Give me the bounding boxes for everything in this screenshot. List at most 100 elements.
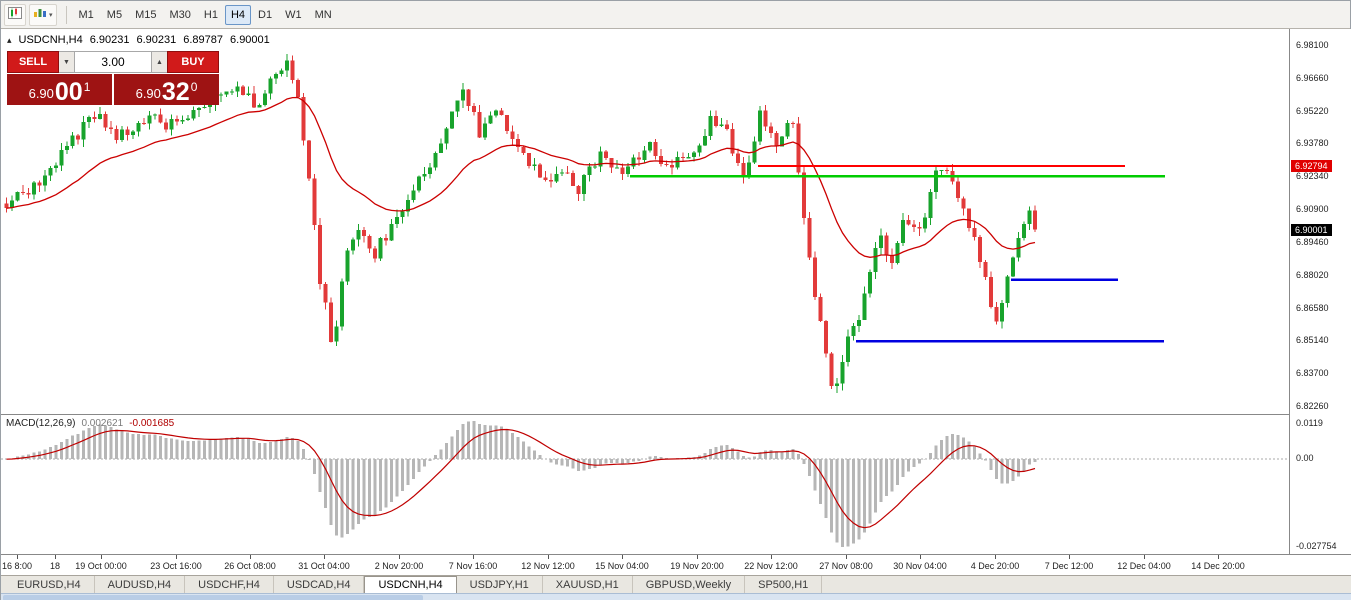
volume-down-icon: ▼	[63, 58, 70, 66]
line-price-marker: 6.92794	[1291, 159, 1332, 172]
chart-type-button[interactable]: ▾	[29, 3, 57, 26]
buy-button[interactable]: BUY	[167, 51, 219, 73]
buy-price-superscript: 0	[190, 80, 198, 94]
price-axis-label: 6.96660	[1296, 72, 1329, 83]
time-axis-tick	[548, 555, 549, 559]
time-axis-label: 12 Dec 04:00	[1117, 561, 1171, 571]
symbol-tab-audusd-h4[interactable]: AUDUSD,H4	[95, 576, 186, 593]
current-price-marker: 6.90001	[1291, 223, 1332, 236]
time-axis-tick	[920, 555, 921, 559]
price-axis-label: 6.92340	[1296, 171, 1329, 182]
timeframe-bar: M1 M5 M15 M30 H1 H4 D1 W1 MN	[73, 4, 339, 25]
macd-axis-min-label: -0.027754	[1296, 541, 1337, 551]
symbol-tab-usdcnh-h4[interactable]: USDCNH,H4	[364, 576, 457, 593]
sell-button[interactable]: SELL	[7, 51, 59, 73]
macd-indicator-label: MACD(12,26,9) 0.002621 -0.001685	[6, 418, 174, 429]
time-axis-label: 2 Nov 20:00	[374, 561, 424, 571]
time-axis-label: 27 Nov 08:00	[819, 561, 873, 571]
macd-chart[interactable]	[1, 414, 1289, 554]
time-axis-label: 7 Nov 16:00	[448, 561, 498, 571]
price-axis-label: 6.88020	[1296, 269, 1329, 280]
sell-price-superscript: 1	[83, 80, 91, 94]
time-axis-tick	[250, 555, 251, 559]
time-axis-label: 18	[49, 561, 61, 571]
time-axis-tick	[399, 555, 400, 559]
symbol-tab-gbpusd-weekly[interactable]: GBPUSD,Weekly	[633, 576, 746, 593]
time-axis-label: 15 Nov 04:00	[595, 561, 649, 571]
toolbar: ▾ M1 M5 M15 M30 H1 H4 D1 W1 MN	[1, 1, 1350, 29]
time-axis-tick	[771, 555, 772, 559]
time-axis-label: 12 Nov 12:00	[521, 561, 575, 571]
time-axis-tick	[101, 555, 102, 559]
price-axis[interactable]: 0.0119 0.00 -0.027754 6.98100 6.96660 6.95…	[1289, 29, 1351, 554]
symbol-tab-xauusd-h1[interactable]: XAUUSD,H1	[543, 576, 633, 593]
sell-price-main: 6.90	[28, 86, 54, 101]
time-axis-tick	[324, 555, 325, 559]
symbol-tab-usdcad-h4[interactable]: USDCAD,H4	[274, 576, 365, 593]
symbol-tab-eurusd-h4[interactable]: EURUSD,H4	[4, 576, 95, 593]
buy-price-pips: 32	[161, 78, 190, 106]
chart-region: ▴ USDCNH,H4 6.90231 6.90231 6.89787 6.90…	[1, 29, 1351, 575]
ohlc-header: ▴ USDCNH,H4 6.90231 6.90231 6.89787 6.90…	[7, 34, 270, 46]
timeframe-button-m30[interactable]: M30	[169, 8, 191, 21]
price-axis-label: 6.86580	[1296, 302, 1329, 313]
symbol-tab-usdjpy-h1[interactable]: USDJPY,H1	[457, 576, 543, 593]
price-axis-label: 6.89460	[1296, 236, 1329, 247]
timeframe-button-m5[interactable]: M5	[106, 8, 123, 21]
macd-axis-zero-label: 0.00	[1296, 453, 1314, 464]
symbol-tab-usdchf-h4[interactable]: USDCHF,H4	[185, 576, 274, 593]
macd-value: 0.002621	[81, 418, 124, 429]
sell-price-display[interactable]: 6.90 00 1	[7, 74, 112, 105]
price-axis-label: 6.85140	[1296, 335, 1329, 346]
symbol-tab-bar: EURUSD,H4 AUDUSD,H4 USDCHF,H4 USDCAD,H4 USDC…	[1, 575, 1351, 593]
timeframe-button-mn[interactable]: MN	[314, 8, 332, 21]
macd-axis-max-label: 0.0119	[1296, 418, 1323, 428]
time-axis-label: 16 8:00	[1, 561, 33, 571]
time-axis[interactable]: 16 8:00 18 19 Oct 00:00 23 Oct 16:00 26 Oct …	[1, 554, 1351, 575]
time-axis-tick	[176, 555, 177, 559]
buy-price-main: 6.90	[135, 86, 161, 101]
time-axis-label: 4 Dec 20:00	[970, 561, 1020, 571]
time-axis-tick	[995, 555, 996, 559]
price-axis-label: 6.83700	[1296, 368, 1329, 379]
symbol-tab-sp500-h1[interactable]: SP500,H1	[745, 576, 823, 593]
time-axis-tick	[1144, 555, 1145, 559]
trade-panel-toggle-icon[interactable]: ▴	[7, 34, 12, 45]
toolbar-separator	[65, 5, 67, 24]
timeframe-button-h4[interactable]: H4	[224, 4, 252, 25]
ohlc-open: 6.90231	[89, 34, 130, 46]
scrollbar-thumb[interactable]	[3, 595, 423, 600]
horizontal-scrollbar[interactable]	[1, 593, 1351, 600]
sell-price-pips: 00	[54, 78, 83, 106]
time-axis-tick	[846, 555, 847, 559]
time-axis-tick	[473, 555, 474, 559]
price-axis-label: 6.93780	[1296, 138, 1329, 149]
chart-window-button[interactable]	[4, 3, 26, 26]
buy-price-display[interactable]: 6.90 32 0	[114, 74, 219, 105]
timeframe-button-m15[interactable]: M15	[135, 8, 157, 21]
volume-up-icon: ▲	[156, 58, 163, 66]
time-axis-label: 7 Dec 12:00	[1044, 561, 1094, 571]
volume-decrease-button[interactable]: ▼	[59, 51, 74, 73]
time-axis-label: 26 Oct 08:00	[224, 561, 276, 571]
price-axis-label: 6.95220	[1296, 105, 1329, 116]
one-click-trading-panel: SELL ▼ 3.00 ▲ BUY 6.90 00 1 6.90 32 0	[7, 51, 219, 105]
time-axis-tick	[1218, 555, 1219, 559]
macd-signal-value: -0.001685	[129, 418, 175, 429]
ohlc-high: 6.90231	[136, 34, 177, 46]
time-axis-label: 19 Nov 20:00	[670, 561, 724, 571]
volume-input[interactable]: 3.00	[74, 51, 152, 73]
chart-type-icon	[33, 6, 47, 24]
time-axis-label: 31 Oct 04:00	[298, 561, 350, 571]
timeframe-button-m1[interactable]: M1	[78, 8, 94, 21]
timeframe-button-h1[interactable]: H1	[203, 8, 218, 21]
time-axis-label: 19 Oct 00:00	[75, 561, 127, 571]
time-axis-tick	[55, 555, 56, 559]
price-axis-label: 6.98100	[1296, 40, 1329, 50]
volume-increase-button[interactable]: ▲	[152, 51, 167, 73]
price-chart[interactable]	[1, 29, 1289, 414]
timeframe-button-w1[interactable]: W1	[285, 8, 302, 21]
time-axis-label: 23 Oct 16:00	[150, 561, 202, 571]
ohlc-close: 6.90001	[230, 34, 270, 46]
timeframe-button-d1[interactable]: D1	[258, 8, 273, 21]
